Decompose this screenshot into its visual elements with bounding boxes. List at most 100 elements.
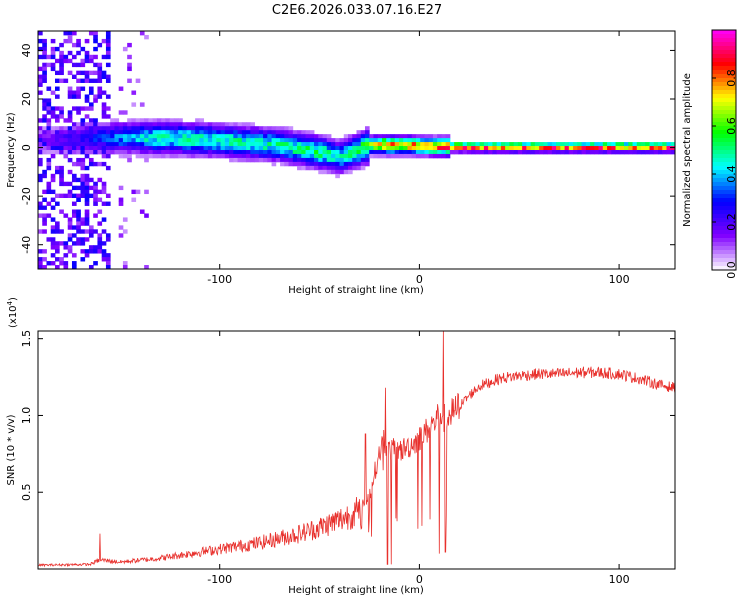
heatmap-cell bbox=[220, 150, 226, 155]
heatmap-cell bbox=[54, 130, 60, 135]
heatmap-cell bbox=[224, 122, 230, 127]
heatmap-cell bbox=[97, 122, 103, 127]
heatmap-cell bbox=[59, 134, 64, 139]
heatmap-cell bbox=[101, 153, 107, 159]
snr-ytick-label: 0.5 bbox=[20, 483, 33, 501]
heatmap-cell bbox=[309, 138, 315, 143]
heatmap-cell bbox=[63, 265, 69, 270]
heatmap-cell bbox=[318, 153, 323, 159]
heatmap-cell bbox=[63, 126, 69, 131]
heatmap-cell bbox=[471, 146, 476, 151]
heatmap-cell bbox=[373, 138, 379, 143]
heatmap-cell bbox=[101, 106, 107, 111]
heatmap-cell bbox=[84, 114, 90, 119]
heatmap-cell bbox=[318, 157, 323, 163]
heatmap-cell bbox=[195, 134, 200, 139]
heatmap-cell bbox=[88, 146, 94, 151]
heatmap-cell bbox=[407, 150, 413, 155]
heatmap-cell bbox=[144, 265, 149, 270]
heatmap-cell bbox=[148, 122, 154, 127]
heatmap-cell bbox=[80, 134, 86, 139]
heatmap-cell bbox=[59, 193, 64, 198]
colorbar-segment bbox=[712, 138, 736, 143]
heatmap-cell bbox=[233, 122, 238, 127]
heatmap-cell bbox=[54, 106, 60, 111]
heatmap-cell bbox=[80, 189, 86, 195]
heatmap-cell bbox=[118, 134, 124, 139]
heatmap-cell bbox=[492, 146, 498, 151]
heatmap-cell bbox=[80, 173, 86, 179]
heatmap-cell bbox=[364, 134, 370, 139]
heatmap-cell bbox=[364, 142, 370, 147]
heatmap-cell bbox=[190, 146, 196, 151]
heatmap-cell bbox=[46, 126, 52, 131]
colorbar-segment bbox=[712, 110, 736, 115]
colorbar-segment bbox=[712, 250, 736, 255]
heatmap-cell bbox=[343, 138, 349, 143]
heatmap-cell bbox=[369, 150, 374, 155]
heatmap-cell bbox=[101, 181, 107, 187]
heatmap-cell bbox=[178, 126, 183, 131]
heatmap-cell bbox=[93, 245, 98, 250]
colorbar-segment bbox=[712, 66, 736, 71]
heatmap-cell bbox=[360, 138, 366, 143]
heatmap-cell bbox=[173, 142, 179, 147]
heatmap-cell bbox=[71, 106, 77, 111]
heatmap-cell bbox=[131, 130, 137, 135]
heatmap-cell bbox=[331, 169, 336, 175]
heatmap-cell bbox=[71, 261, 77, 266]
heatmap-cell bbox=[195, 150, 200, 155]
heatmap-cell bbox=[437, 138, 442, 143]
heatmap-cell bbox=[63, 245, 69, 250]
heatmap-cell bbox=[97, 245, 103, 250]
heatmap-cell bbox=[101, 138, 107, 143]
heatmap-cell bbox=[38, 134, 43, 139]
heatmap-cell bbox=[263, 153, 268, 159]
spectrogram-xtick-label: 0 bbox=[416, 273, 423, 286]
heatmap-cell bbox=[624, 150, 629, 155]
heatmap-cell bbox=[84, 177, 90, 183]
heatmap-cell bbox=[80, 185, 86, 191]
colorbar-segment bbox=[712, 34, 736, 39]
heatmap-cell bbox=[411, 134, 417, 139]
heatmap-cell bbox=[76, 221, 81, 226]
heatmap-cell bbox=[84, 78, 90, 83]
heatmap-cell bbox=[590, 146, 595, 151]
heatmap-cell bbox=[101, 257, 107, 262]
heatmap-cell bbox=[59, 177, 64, 183]
heatmap-cell bbox=[288, 126, 294, 131]
heatmap-cell bbox=[67, 138, 73, 143]
heatmap-cell bbox=[80, 217, 86, 222]
heatmap-cell bbox=[581, 150, 587, 155]
heatmap-cell bbox=[101, 134, 107, 139]
heatmap-cell bbox=[38, 173, 43, 179]
heatmap-cell bbox=[326, 134, 332, 139]
heatmap-cell bbox=[152, 134, 158, 139]
snr-ytick-label: 1.0 bbox=[20, 407, 33, 425]
heatmap-cell bbox=[543, 142, 548, 147]
heatmap-cell bbox=[63, 54, 69, 60]
heatmap-cell bbox=[441, 134, 447, 139]
heatmap-cell bbox=[127, 134, 132, 139]
heatmap-cell bbox=[67, 58, 73, 64]
heatmap-cell bbox=[390, 153, 396, 159]
spectrogram-xtick-label: 100 bbox=[609, 273, 630, 286]
heatmap-cell bbox=[42, 78, 47, 83]
heatmap-cell bbox=[105, 114, 111, 119]
heatmap-cell bbox=[38, 142, 43, 147]
heatmap-cell bbox=[246, 138, 251, 143]
heatmap-cell bbox=[135, 134, 141, 139]
heatmap-cell bbox=[415, 134, 421, 139]
heatmap-cell bbox=[144, 146, 149, 151]
heatmap-cell bbox=[352, 138, 357, 143]
colorbar-segment bbox=[712, 226, 736, 231]
heatmap-cell bbox=[93, 201, 98, 206]
colorbar-segment bbox=[712, 38, 736, 43]
heatmap-cell bbox=[424, 138, 430, 143]
heatmap-cell bbox=[288, 134, 294, 139]
heatmap-cell bbox=[297, 146, 302, 151]
heatmap-cell bbox=[216, 153, 222, 159]
heatmap-cell bbox=[322, 161, 328, 167]
heatmap-cell bbox=[505, 150, 510, 155]
heatmap-cell bbox=[190, 153, 196, 159]
